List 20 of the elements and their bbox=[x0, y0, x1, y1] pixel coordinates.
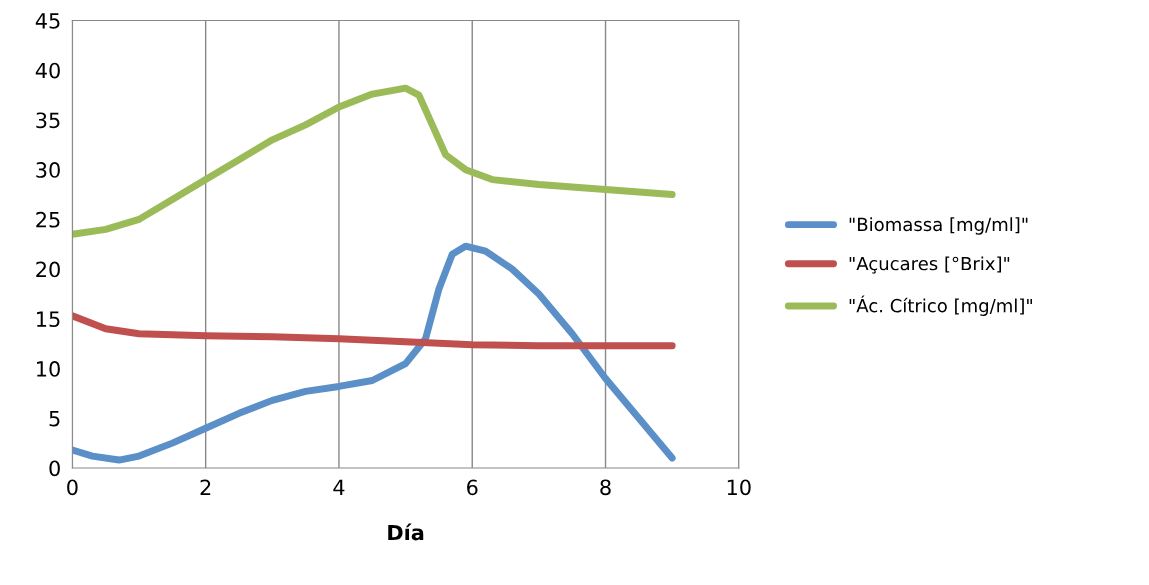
y-tick-label: 15 bbox=[37, 311, 60, 328]
legend-label: "Biomassa [mg/ml]" bbox=[849, 217, 1028, 235]
x-tick-label: 10 bbox=[727, 479, 751, 496]
x-tick-label: 4 bbox=[333, 479, 345, 495]
legend-label: "Açucares [°Brix]" bbox=[849, 256, 1010, 274]
y-tick-label: 20 bbox=[36, 261, 60, 278]
legend-label: "Ác. Cítrico [mg/ml]" bbox=[849, 295, 1032, 316]
x-axis-title: Día bbox=[388, 523, 424, 541]
x-tick-label: 6 bbox=[467, 479, 478, 496]
y-tick-label: 35 bbox=[36, 112, 60, 129]
x-tick-label: 0 bbox=[67, 479, 78, 496]
y-tick-label: 25 bbox=[36, 211, 60, 228]
y-tick-label: 10 bbox=[37, 361, 60, 377]
x-tick-label: 8 bbox=[600, 479, 611, 496]
y-tick-label: 0 bbox=[49, 460, 60, 477]
x-tick-label: 2 bbox=[200, 479, 211, 495]
y-tick-label: 30 bbox=[36, 162, 60, 178]
y-tick-label: 45 bbox=[35, 13, 60, 29]
y-tick-label: 5 bbox=[49, 411, 60, 427]
y-tick-label: 40 bbox=[35, 62, 60, 79]
